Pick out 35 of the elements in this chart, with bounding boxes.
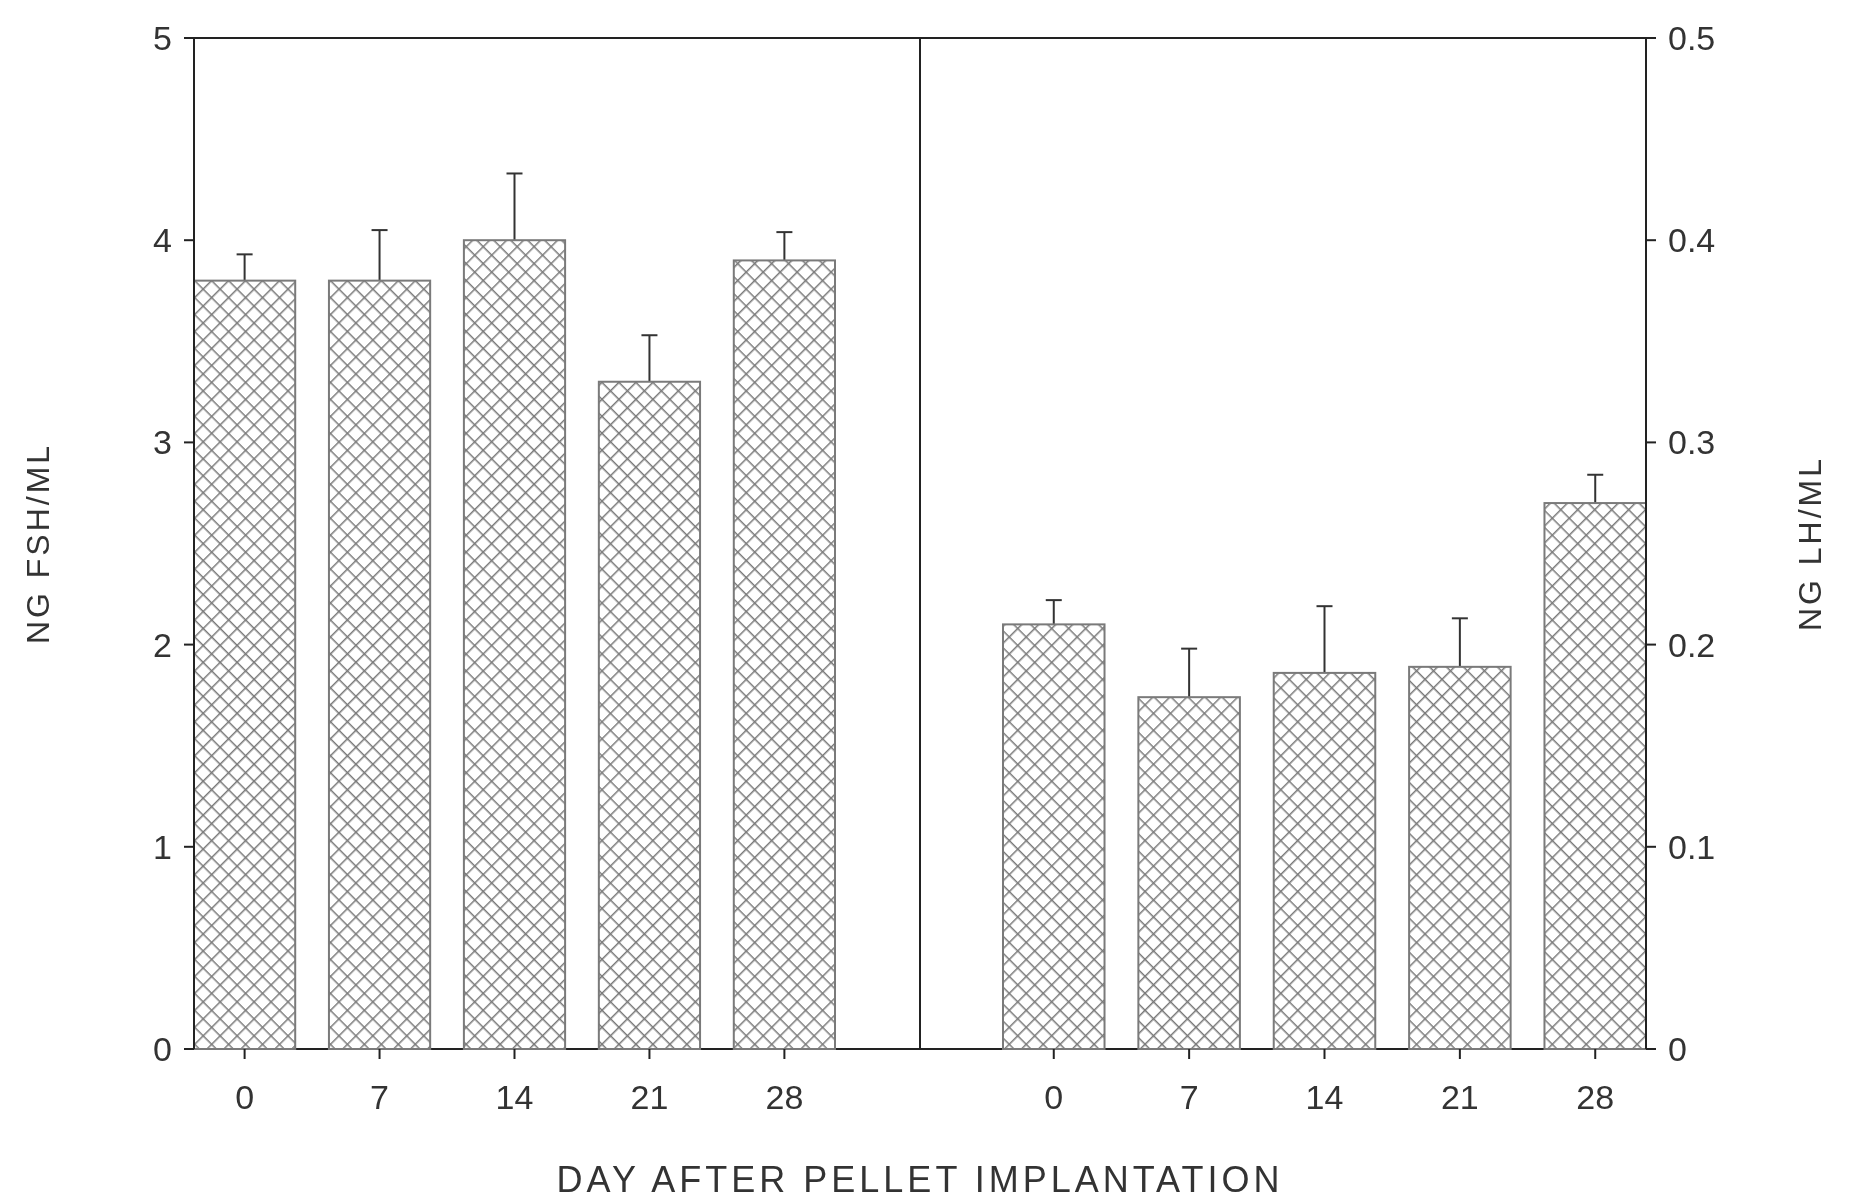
bar xyxy=(1543,502,1647,1050)
bar xyxy=(1272,671,1377,1050)
y2-tick-label: 0.3 xyxy=(1668,423,1716,462)
bar xyxy=(1137,696,1241,1050)
y2-tick-label: 0.2 xyxy=(1668,625,1716,664)
y2-tick-label: 0.4 xyxy=(1668,221,1716,260)
y-axis-title: NG FSH/ML xyxy=(20,442,56,645)
x-tick-label: 7 xyxy=(370,1078,390,1116)
bar xyxy=(327,279,432,1050)
x-tick-label: 28 xyxy=(1576,1078,1615,1116)
y2-tick-label: 0.5 xyxy=(1668,18,1716,57)
x-tick-label: 0 xyxy=(1044,1078,1064,1116)
x-tick-label: 7 xyxy=(1179,1078,1199,1116)
x-tick-label: 28 xyxy=(765,1078,804,1116)
y-tick-label: 4 xyxy=(153,221,172,260)
x-tick-label: 21 xyxy=(630,1078,669,1116)
x-axis-title: DAY AFTER PELLET IMPLANTATION xyxy=(556,1159,1284,1199)
bar xyxy=(732,259,836,1050)
y-tick-label: 0 xyxy=(153,1029,172,1068)
x-tick-label: 14 xyxy=(1305,1078,1344,1116)
y2-tick-label: 0 xyxy=(1668,1029,1687,1068)
y-tick-label: 3 xyxy=(153,423,172,462)
y-tick-label: 1 xyxy=(153,827,172,866)
y-tick-label: 2 xyxy=(153,625,172,664)
bar xyxy=(193,279,297,1050)
bar xyxy=(1408,665,1512,1050)
bar xyxy=(1002,623,1106,1050)
x-tick-label: 0 xyxy=(235,1078,255,1116)
x-tick-label: 21 xyxy=(1440,1078,1479,1116)
x-tick-label: 14 xyxy=(495,1078,534,1116)
y2-tick-label: 0.1 xyxy=(1668,827,1716,866)
y2-axis-title: NG LH/ML xyxy=(1792,455,1828,632)
y-tick-label: 5 xyxy=(153,18,172,57)
bar xyxy=(597,380,702,1050)
bar xyxy=(462,239,567,1050)
